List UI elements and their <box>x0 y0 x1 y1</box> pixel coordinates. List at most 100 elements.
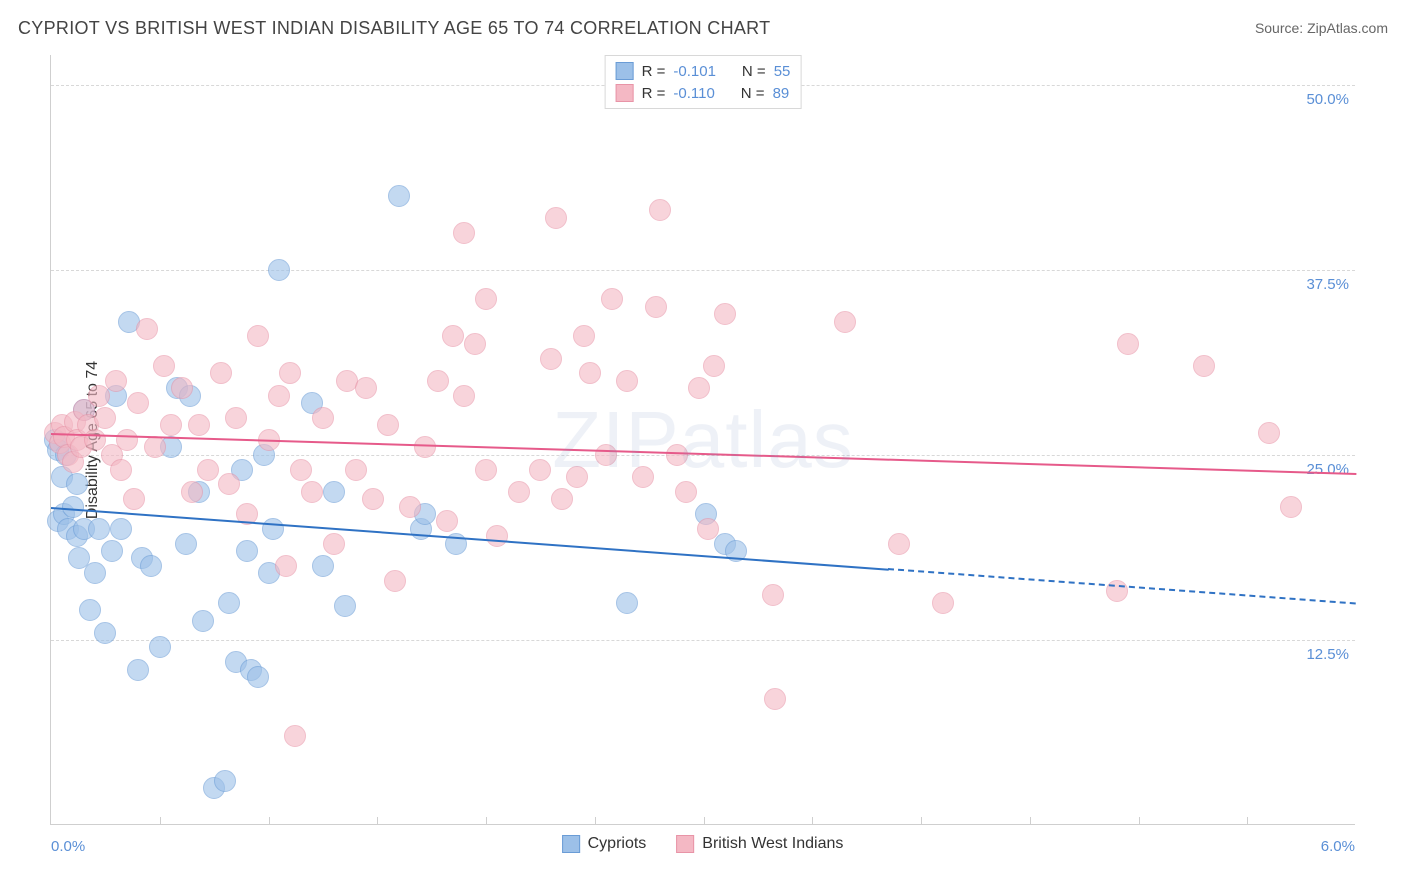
scatter-point <box>388 185 410 207</box>
scatter-point <box>1258 422 1280 444</box>
gridline <box>51 270 1355 271</box>
scatter-point <box>127 659 149 681</box>
scatter-point <box>436 510 458 532</box>
scatter-point <box>149 636 171 658</box>
scatter-point <box>171 377 193 399</box>
scatter-point <box>714 303 736 325</box>
scatter-point <box>218 592 240 614</box>
scatter-point <box>192 610 214 632</box>
x-tick <box>704 817 705 825</box>
scatter-point <box>88 518 110 540</box>
legend-swatch <box>562 835 580 853</box>
scatter-point <box>442 325 464 347</box>
scatter-point <box>84 562 106 584</box>
x-tick <box>486 817 487 825</box>
x-tick <box>921 817 922 825</box>
scatter-point <box>616 592 638 614</box>
scatter-point <box>475 288 497 310</box>
scatter-point <box>573 325 595 347</box>
scatter-point <box>1280 496 1302 518</box>
scatter-point <box>649 199 671 221</box>
scatter-point <box>110 518 132 540</box>
scatter-point <box>579 362 601 384</box>
scatter-point <box>453 385 475 407</box>
legend-series-item: British West Indians <box>676 835 843 853</box>
scatter-point <box>181 481 203 503</box>
scatter-point <box>551 488 573 510</box>
scatter-point <box>284 725 306 747</box>
x-label-max: 6.0% <box>1321 838 1355 855</box>
y-tick-label: 37.5% <box>1306 276 1349 293</box>
scatter-point <box>529 459 551 481</box>
scatter-point <box>175 533 197 555</box>
scatter-point <box>486 525 508 547</box>
scatter-point <box>290 459 312 481</box>
scatter-point <box>1117 333 1139 355</box>
scatter-point <box>464 333 486 355</box>
scatter-point <box>79 599 101 621</box>
scatter-point <box>427 370 449 392</box>
legend-swatch <box>616 62 634 80</box>
scatter-point <box>414 436 436 458</box>
scatter-point <box>136 318 158 340</box>
scatter-point <box>540 348 562 370</box>
gridline <box>51 640 1355 641</box>
x-tick <box>269 817 270 825</box>
scatter-point <box>475 459 497 481</box>
scatter-point <box>764 688 786 710</box>
x-tick <box>1139 817 1140 825</box>
source: Source: ZipAtlas.com <box>1255 20 1388 38</box>
scatter-point <box>345 459 367 481</box>
scatter-point <box>377 414 399 436</box>
legend-series: CypriotsBritish West Indians <box>562 835 844 853</box>
scatter-point <box>160 414 182 436</box>
scatter-point <box>247 666 269 688</box>
scatter-point <box>384 570 406 592</box>
scatter-point <box>616 370 638 392</box>
scatter-point <box>218 473 240 495</box>
scatter-point <box>645 296 667 318</box>
scatter-point <box>197 459 219 481</box>
scatter-point <box>116 429 138 451</box>
scatter-point <box>262 518 284 540</box>
scatter-point <box>508 481 530 503</box>
scatter-point <box>144 436 166 458</box>
scatter-point <box>675 481 697 503</box>
scatter-point <box>688 377 710 399</box>
scatter-point <box>247 325 269 347</box>
x-tick <box>377 817 378 825</box>
legend-correlation: R = -0.101N = 55R = -0.110N = 89 <box>605 55 802 109</box>
scatter-point <box>236 540 258 562</box>
scatter-point <box>94 622 116 644</box>
header-row: CYPRIOT VS BRITISH WEST INDIAN DISABILIT… <box>18 18 1388 39</box>
y-tick-label: 50.0% <box>1306 91 1349 108</box>
legend-series-label: British West Indians <box>702 835 843 853</box>
scatter-point <box>66 473 88 495</box>
scatter-point <box>566 466 588 488</box>
x-tick <box>160 817 161 825</box>
plot-area: ZIPatlas R = -0.101N = 55R = -0.110N = 8… <box>50 55 1355 825</box>
source-label: Source: <box>1255 20 1307 36</box>
x-tick <box>595 817 596 825</box>
x-tick <box>1247 817 1248 825</box>
scatter-point <box>275 555 297 577</box>
scatter-point <box>545 207 567 229</box>
x-tick <box>1030 817 1031 825</box>
scatter-point <box>399 496 421 518</box>
scatter-point <box>105 370 127 392</box>
chart-container: Disability Age 65 to 74 ZIPatlas R = -0.… <box>50 55 1355 825</box>
scatter-point <box>268 385 290 407</box>
scatter-point <box>595 444 617 466</box>
y-tick-label: 25.0% <box>1306 461 1349 478</box>
scatter-point <box>268 259 290 281</box>
scatter-point <box>210 362 232 384</box>
scatter-point <box>214 770 236 792</box>
scatter-point <box>188 414 210 436</box>
scatter-point <box>153 355 175 377</box>
scatter-point <box>301 481 323 503</box>
scatter-point <box>94 407 116 429</box>
scatter-point <box>362 488 384 510</box>
scatter-point <box>62 496 84 518</box>
scatter-point <box>632 466 654 488</box>
scatter-point <box>453 222 475 244</box>
